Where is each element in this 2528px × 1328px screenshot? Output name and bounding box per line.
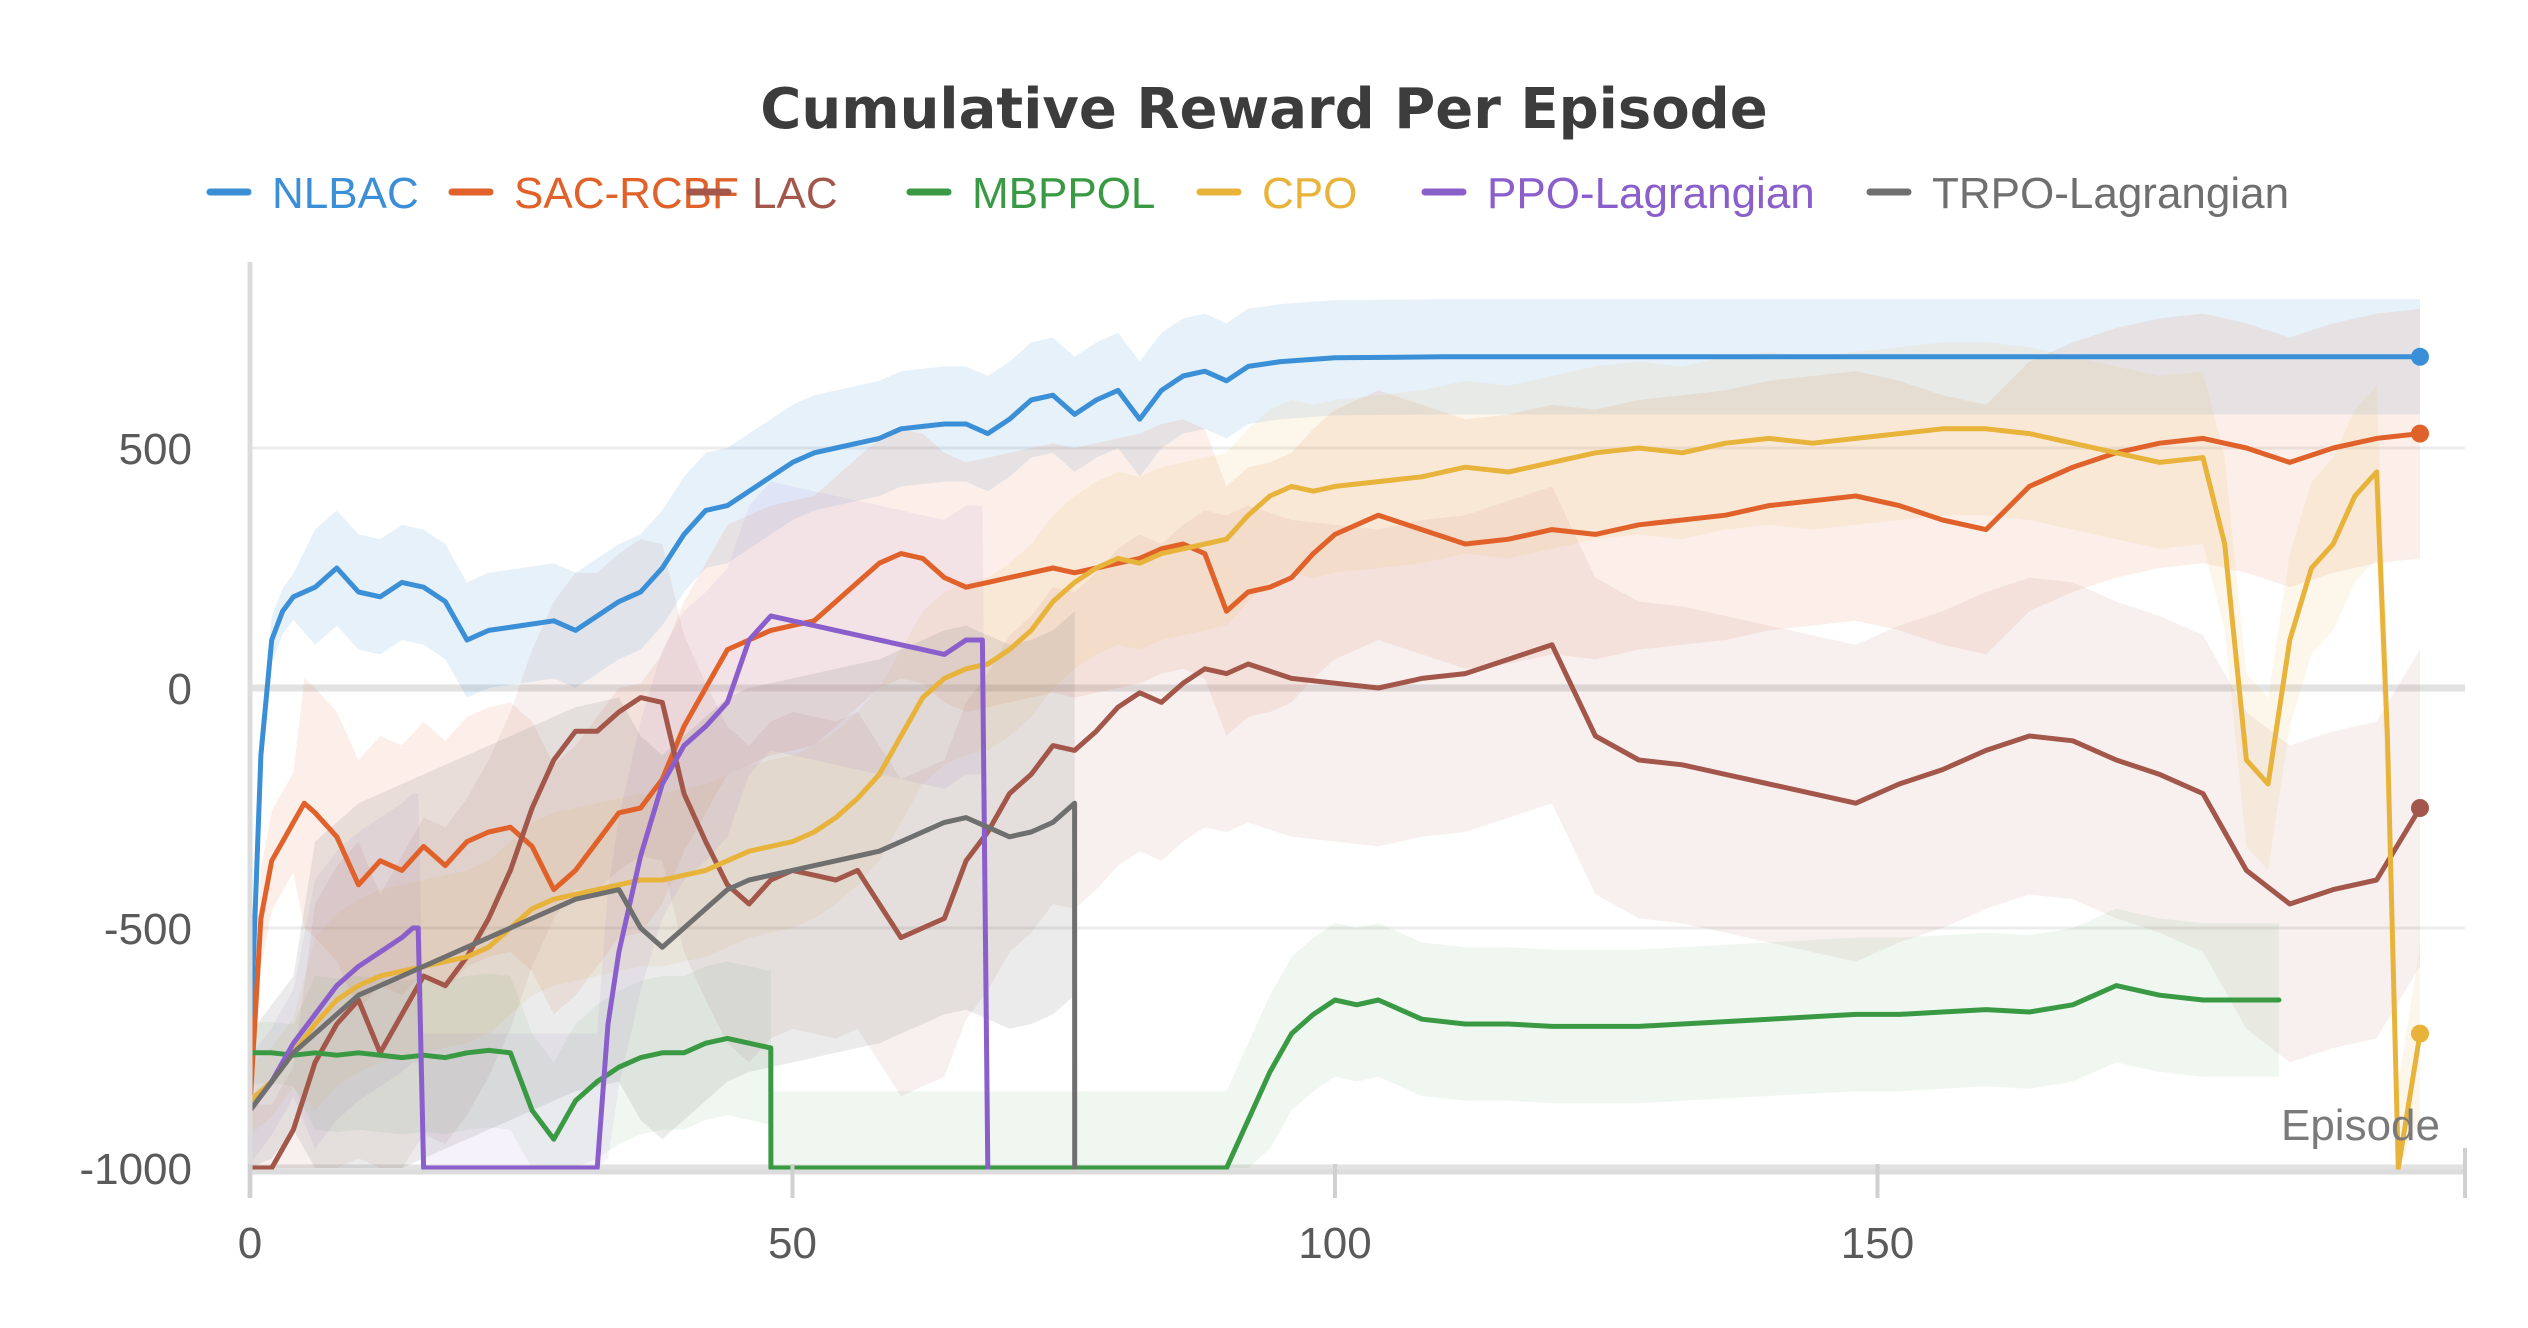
series-end-point [2411, 1024, 2429, 1043]
legend-label: PPO-Lagrangian [1487, 169, 1815, 218]
x-tick-label: 150 [1841, 1219, 1914, 1268]
series-line [247, 431, 2423, 1109]
confidence-band [250, 299, 2420, 1076]
grid: 500 0 -500 -1000 [79, 425, 2465, 1194]
series-end-point [2411, 347, 2429, 366]
legend: NLBAC SAC-RCBF LAC MBPPOL CPO PPO-Lagrangian T… [206, 169, 2289, 218]
confidence-band [250, 908, 2279, 1168]
confidence-band [250, 342, 2420, 1168]
legend-label: TRPO-Lagrangian [1932, 169, 2289, 218]
series-line [247, 800, 1078, 1171]
x-tick-label: 0 [238, 1219, 262, 1268]
series-end-point [2411, 799, 2429, 817]
series-line [247, 642, 2423, 1171]
legend-label: LAC [752, 169, 838, 218]
legend-label: NLBAC [272, 169, 419, 218]
series-line [247, 983, 2282, 1171]
axes: 0 50 100 150 [238, 262, 2467, 1268]
confidence-bands [250, 299, 2420, 1169]
series-line [247, 426, 2423, 1171]
confidence-band [250, 308, 2420, 1156]
y-tick-label: 0 [168, 665, 192, 714]
confidence-band [250, 486, 2420, 1168]
series-line [247, 613, 991, 1171]
x-tick-label: 50 [768, 1219, 817, 1268]
confidence-band [250, 481, 988, 1169]
series-lines [247, 347, 2429, 1171]
legend-label: CPO [1262, 169, 1357, 218]
y-tick-label: -500 [104, 905, 192, 954]
chart-title: Cumulative Reward Per Episode [760, 77, 1767, 142]
y-tick-label: -1000 [79, 1145, 192, 1194]
y-tick-label: 500 [119, 425, 192, 474]
x-axis-label: Episode [2281, 1101, 2440, 1150]
series-end-point [2411, 424, 2429, 443]
legend-label: MBPPOL [972, 169, 1155, 218]
x-tick-label: 100 [1298, 1219, 1371, 1268]
confidence-band [250, 611, 1075, 1168]
series-line [247, 354, 2423, 1056]
